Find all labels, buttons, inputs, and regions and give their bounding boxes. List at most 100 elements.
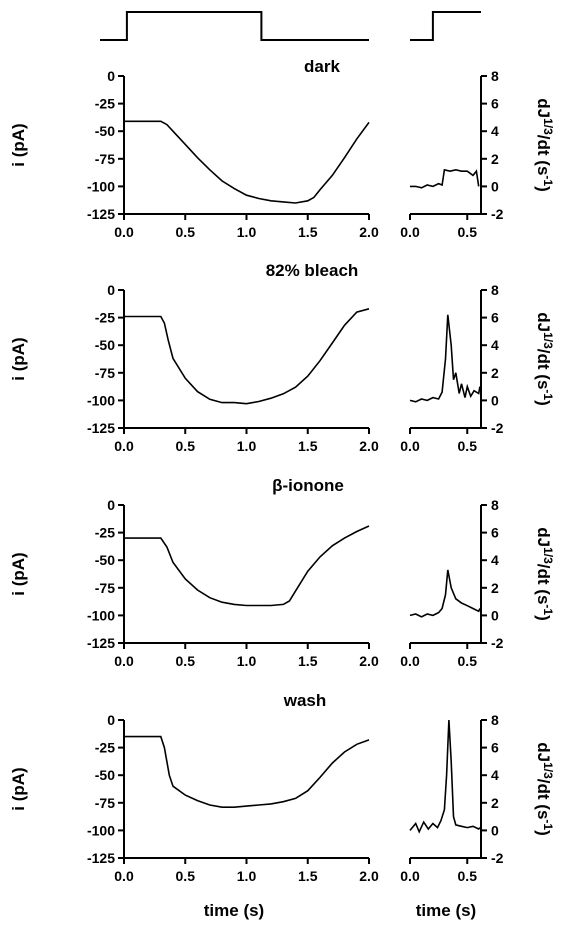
panel-3: β-ionone 0 -25 -50 -75 -100 -125 0.0 0.5 1.0 1.5 2.… bbox=[9, 476, 555, 669]
left-x-tick-label: 1.5 bbox=[298, 868, 318, 884]
stimulus-marker-right bbox=[410, 11, 481, 41]
left-y-tick-label: -100 bbox=[87, 178, 115, 194]
left-y-tick-label: 0 bbox=[107, 712, 115, 728]
right-y-tick-label: 0 bbox=[491, 822, 499, 838]
x-axis-label-right: time (s) bbox=[416, 901, 476, 920]
left-y-axis-label: i (pA) bbox=[9, 123, 28, 166]
left-x-tick-label: 1.0 bbox=[237, 868, 257, 884]
panel-title: wash bbox=[283, 691, 327, 710]
left-x-tick-label: 0.5 bbox=[176, 868, 196, 884]
left-x-tick-label: 2.0 bbox=[359, 438, 379, 454]
right-y-tick-label: 4 bbox=[491, 767, 499, 783]
right-y-tick-label: 2 bbox=[491, 580, 499, 596]
left-x-tick-label: 1.5 bbox=[298, 438, 318, 454]
right-y-tick-label: 8 bbox=[491, 282, 499, 298]
right-y-axis-label-superscript: -1 bbox=[541, 819, 555, 830]
panel-title: 82% bleach bbox=[266, 261, 359, 280]
right-y-tick-label: 6 bbox=[491, 310, 499, 326]
derivative-trace bbox=[409, 314, 481, 403]
left-x-tick-label: 1.0 bbox=[237, 438, 257, 454]
right-y-axis-label-superscript: 1/3 bbox=[541, 547, 555, 564]
right-y-tick-label: 0 bbox=[491, 178, 499, 194]
right-y-axis-label-part: /dt (s bbox=[534, 779, 553, 820]
right-y-tick-label: 2 bbox=[491, 365, 499, 381]
stimulus-trace-right bbox=[410, 11, 481, 41]
left-y-tick-label: -75 bbox=[95, 151, 115, 167]
right-y-axis-label-superscript: -1 bbox=[541, 175, 555, 186]
derivative-trace bbox=[410, 168, 480, 189]
right-y-tick-label: 2 bbox=[491, 795, 499, 811]
left-y-tick-label: 0 bbox=[107, 497, 115, 513]
left-x-tick-label: 1.0 bbox=[237, 224, 257, 240]
derivative-trace bbox=[409, 719, 481, 834]
left-x-tick-label: 0.5 bbox=[176, 438, 196, 454]
left-y-tick-label: -50 bbox=[95, 123, 115, 139]
panel-1: dark 0 -25 -50 -75 -100 -125 0.0 0.5 1.0 1.5 2.0 i (… bbox=[9, 57, 555, 240]
right-y-axis-label-part: dJ bbox=[534, 312, 553, 332]
right-y-axis-label: dJ1/3/dt (s-1) bbox=[534, 312, 555, 405]
left-y-axis-label: i (pA) bbox=[9, 337, 28, 380]
right-y-tick-label: -2 bbox=[491, 635, 504, 651]
right-y-axis-label-part: dJ bbox=[534, 742, 553, 762]
left-axis-frame bbox=[123, 76, 369, 215]
right-y-axis-label-part: dJ bbox=[534, 98, 553, 118]
left-y-tick-label: -50 bbox=[95, 337, 115, 353]
left-y-tick-label: -125 bbox=[87, 206, 115, 222]
right-y-axis-label-superscript: 1/3 bbox=[541, 118, 555, 135]
left-x-tick-label: 1.5 bbox=[298, 224, 318, 240]
left-y-tick-label: -125 bbox=[87, 850, 115, 866]
left-x-tick-label: 0.0 bbox=[114, 438, 134, 454]
right-y-tick-label: 8 bbox=[491, 68, 499, 84]
current-trace bbox=[124, 525, 370, 607]
left-x-tick-label: 1.0 bbox=[237, 653, 257, 669]
left-y-tick-label: -75 bbox=[95, 365, 115, 381]
right-y-tick-label: 4 bbox=[491, 123, 499, 139]
right-y-axis-label: dJ1/3/dt (s-1) bbox=[534, 527, 555, 620]
left-x-tick-label: 0.0 bbox=[114, 224, 134, 240]
left-y-tick-label: -75 bbox=[95, 795, 115, 811]
left-axis-frame bbox=[123, 720, 369, 859]
left-x-tick-label: 0.5 bbox=[176, 653, 196, 669]
panel-2: 82% bleach 0 -25 -50 -75 -100 -125 0.0 0.5 1.0 1.5… bbox=[9, 261, 555, 454]
right-x-tick-label: 0.5 bbox=[458, 438, 478, 454]
right-y-axis-label: dJ1/3/dt (s-1) bbox=[534, 98, 555, 191]
right-x-tick-label: 0.5 bbox=[458, 868, 478, 884]
right-y-axis-label-part: /dt (s bbox=[534, 564, 553, 605]
current-trace bbox=[124, 735, 370, 808]
right-y-tick-label: 8 bbox=[491, 712, 499, 728]
right-y-tick-label: 6 bbox=[491, 740, 499, 756]
left-y-tick-label: 0 bbox=[107, 68, 115, 84]
left-y-tick-label: -25 bbox=[95, 525, 115, 541]
right-y-axis-label-part: ) bbox=[534, 400, 553, 406]
left-y-tick-label: -25 bbox=[95, 96, 115, 112]
right-y-axis-label-part: dJ bbox=[534, 527, 553, 547]
left-y-tick-label: -100 bbox=[87, 822, 115, 838]
right-y-tick-label: -2 bbox=[491, 206, 504, 222]
x-axis-label-left: time (s) bbox=[204, 901, 264, 920]
left-x-tick-label: 0.0 bbox=[114, 868, 134, 884]
right-y-tick-label: 2 bbox=[491, 151, 499, 167]
right-y-axis-label: dJ1/3/dt (s-1) bbox=[534, 742, 555, 835]
left-x-tick-label: 2.0 bbox=[359, 868, 379, 884]
right-y-axis-label-superscript: 1/3 bbox=[541, 332, 555, 349]
left-axis-frame bbox=[123, 290, 369, 429]
derivative-trace bbox=[409, 569, 481, 618]
right-y-axis-label-superscript: 1/3 bbox=[541, 762, 555, 779]
right-y-axis-label-part: /dt (s bbox=[534, 135, 553, 176]
left-x-tick-label: 0.0 bbox=[114, 653, 134, 669]
left-y-tick-label: -25 bbox=[95, 310, 115, 326]
left-y-tick-label: -25 bbox=[95, 740, 115, 756]
right-x-tick-label: 0.0 bbox=[400, 653, 420, 669]
right-x-tick-label: 0.0 bbox=[400, 438, 420, 454]
right-x-tick-label: 0.5 bbox=[458, 653, 478, 669]
right-x-tick-label: 0.0 bbox=[400, 868, 420, 884]
right-y-tick-label: 4 bbox=[491, 552, 499, 568]
x-axis-labels: time (s) time (s) bbox=[204, 901, 476, 920]
left-y-tick-label: -100 bbox=[87, 392, 115, 408]
left-y-tick-label: 0 bbox=[107, 282, 115, 298]
right-y-tick-label: 6 bbox=[491, 96, 499, 112]
right-y-axis-label-part: ) bbox=[534, 615, 553, 621]
stimulus-marker-left bbox=[100, 11, 369, 41]
right-y-tick-label: 0 bbox=[491, 607, 499, 623]
